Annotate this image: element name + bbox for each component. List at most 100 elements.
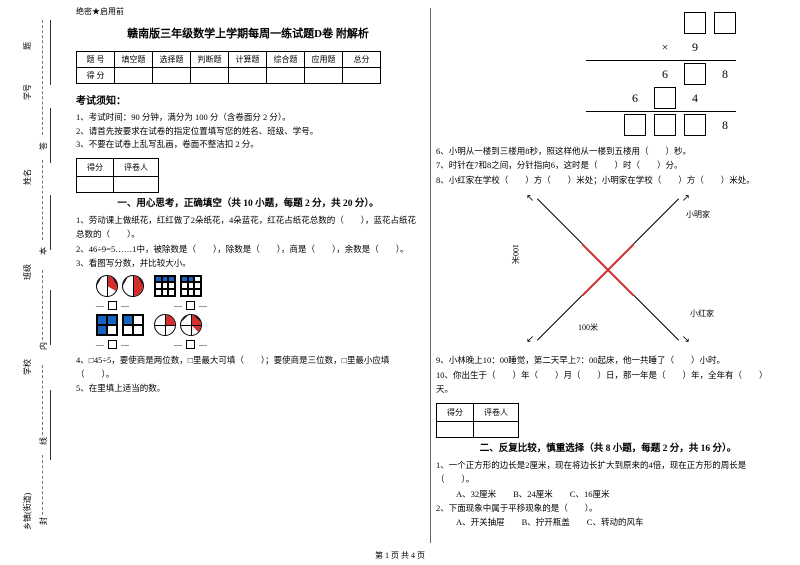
bind-dash	[42, 365, 43, 435]
s2-q2: 2、下面现象中属于平移现象的是（ ）。	[436, 501, 780, 515]
circle-shape	[122, 275, 144, 297]
digit: 9	[684, 36, 706, 58]
bind-label: 题	[22, 42, 33, 50]
score-head: 综合题	[267, 52, 305, 68]
left-column: 绝密★启用前 赣南版三年级数学上学期每周一练试题D卷 附解析 题 号 填空题 选…	[70, 0, 430, 560]
bind-dash	[42, 455, 43, 515]
instruction-line: 1、考试时间：90 分钟，满分为 100 分（含卷面分 2 分）。	[76, 111, 420, 125]
s2-q1-opts: A、32厘米 B、24厘米 C、16厘米	[456, 487, 780, 501]
exam-title: 赣南版三年级数学上学期每周一练试题D卷 附解析	[76, 25, 420, 41]
digit-box[interactable]	[714, 12, 736, 34]
digit: 4	[684, 87, 706, 109]
q2: 2、46÷9=5……1中，被除数是（ ），除数是（ ），商是（ ），余数是（ ）…	[76, 242, 420, 256]
bind-dash-label: 线	[38, 437, 49, 445]
score-cell[interactable]	[305, 68, 343, 84]
shapes-row-2: —— ——	[96, 301, 420, 310]
s2-q2-opts: A、开关抽屉 B、拧开瓶盖 C、转动的风车	[456, 515, 780, 529]
shapes-row-4: —— ——	[96, 340, 420, 349]
mark-cell[interactable]	[114, 176, 159, 192]
mark-grader: 评卷人	[474, 403, 519, 421]
digit-box[interactable]	[684, 114, 706, 136]
mult-line	[586, 111, 736, 112]
bind-label: 乡镇(街道)	[22, 493, 33, 530]
circle-shape	[180, 314, 202, 336]
digit: 8	[714, 114, 736, 136]
mark-cell[interactable]	[474, 421, 519, 437]
bind-label: 学校	[22, 359, 33, 375]
bind-line	[50, 108, 51, 163]
digit: 6	[624, 87, 646, 109]
bind-dash-label: 内	[38, 342, 49, 350]
q8: 8、小红家在学校（ ）方（ ）米处；小明家在学校（ ）方（ ）米处。	[436, 173, 780, 187]
score-cell[interactable]	[153, 68, 191, 84]
bind-dash-label: 本	[38, 247, 49, 255]
q10: 10、你出生于（ ）年（ ）月（ ）日，那一年是（ ）年，全年有（ ）天。	[436, 368, 780, 397]
square-shape	[122, 314, 144, 336]
instruction-line: 2、请首先按要求在试卷的指定位置填写您的姓名、班级、学号。	[76, 125, 420, 139]
shapes-row-3	[96, 314, 420, 336]
digit-box[interactable]	[654, 114, 676, 136]
bind-line	[50, 20, 51, 85]
bind-line	[50, 390, 51, 460]
circle-shape	[154, 314, 176, 336]
q9: 9、小林晚上10：00睡觉，第二天早上7：00起床，他一共睡了（ ）小时。	[436, 353, 780, 367]
mark-table: 得分评卷人	[76, 158, 159, 193]
q6: 6、小明从一楼到三楼用8秒，照这样他从一楼到五楼用（ ）秒。	[436, 144, 780, 158]
times-sign: ×	[654, 36, 676, 58]
bind-label: 学号	[22, 84, 33, 100]
score-cell[interactable]	[343, 68, 381, 84]
q5: 5、在里填上适当的数。	[76, 381, 420, 395]
digit-box[interactable]	[684, 12, 706, 34]
square-shape	[154, 275, 176, 297]
compass-diagram: ↗ ↖ ↘ ↙ 小明家 小红家 100米 100米	[508, 189, 708, 349]
section1-heading: 一、用心思考，正确填空（共 10 小题，每题 2 分，共 20 分）。	[76, 195, 420, 209]
score-cell[interactable]	[267, 68, 305, 84]
bind-line	[50, 290, 51, 345]
arrow-icon: ↘	[682, 334, 690, 345]
page-footer: 第 1 页 共 4 页	[0, 550, 800, 561]
score-head: 选择题	[153, 52, 191, 68]
digit: 6	[654, 63, 676, 85]
compare-box[interactable]	[108, 340, 117, 349]
compass-scale: 100米	[510, 244, 521, 264]
mark-grader: 评卷人	[114, 158, 159, 176]
score-cell[interactable]	[191, 68, 229, 84]
score-table: 题 号 填空题 选择题 判断题 计算题 综合题 应用题 总分 得 分	[76, 51, 381, 84]
score-head: 应用题	[305, 52, 343, 68]
s2-q1: 1、一个正方形的边长是2厘米，现在将边长扩大到原来的4倍，现在正方形的周长是（ …	[436, 458, 780, 487]
q4: 4、□45÷5，要使商是两位数，□里最大可填（ ）；要使商是三位数，□里最小应填…	[76, 353, 420, 382]
score-cell[interactable]	[229, 68, 267, 84]
section2-heading: 二、反复比较，慎重选择（共 8 小题，每题 2 分，共 16 分）。	[436, 440, 780, 454]
secret-label: 绝密★启用前	[76, 6, 420, 17]
shapes-row-1	[96, 275, 420, 297]
instruction-line: 3、不要在试卷上乱写乱画，卷面不整洁扣 2 分。	[76, 138, 420, 152]
compare-box[interactable]	[186, 301, 195, 310]
circle-shape	[96, 275, 118, 297]
mark-cell[interactable]	[77, 176, 114, 192]
mult-line	[586, 60, 736, 61]
arrow-icon: ↗	[682, 193, 690, 204]
compass-label: 小红家	[690, 308, 714, 319]
digit-box[interactable]	[624, 114, 646, 136]
compare-box[interactable]	[108, 301, 117, 310]
digit-box[interactable]	[684, 63, 706, 85]
score-row-head: 得 分	[77, 68, 115, 84]
score-head: 题 号	[77, 52, 115, 68]
bind-dash-label: 答	[38, 142, 49, 150]
digit-box[interactable]	[654, 87, 676, 109]
instructions-header: 考试须知：	[76, 92, 420, 107]
arrow-icon: ↙	[526, 334, 534, 345]
bind-dash	[42, 160, 43, 240]
bind-dash	[42, 20, 43, 135]
mark-score: 得分	[77, 158, 114, 176]
square-shape	[96, 314, 118, 336]
compare-box[interactable]	[186, 340, 195, 349]
square-shape	[180, 275, 202, 297]
mark-cell[interactable]	[437, 421, 474, 437]
score-head: 填空题	[115, 52, 153, 68]
score-head: 总分	[343, 52, 381, 68]
mark-table-2: 得分评卷人	[436, 403, 519, 438]
q1: 1、劳动课上做纸花，红红做了2朵纸花，4朵蓝花，红花占纸花总数的（ ），蓝花占纸…	[76, 213, 420, 242]
score-cell[interactable]	[115, 68, 153, 84]
bind-label: 班级	[22, 264, 33, 280]
